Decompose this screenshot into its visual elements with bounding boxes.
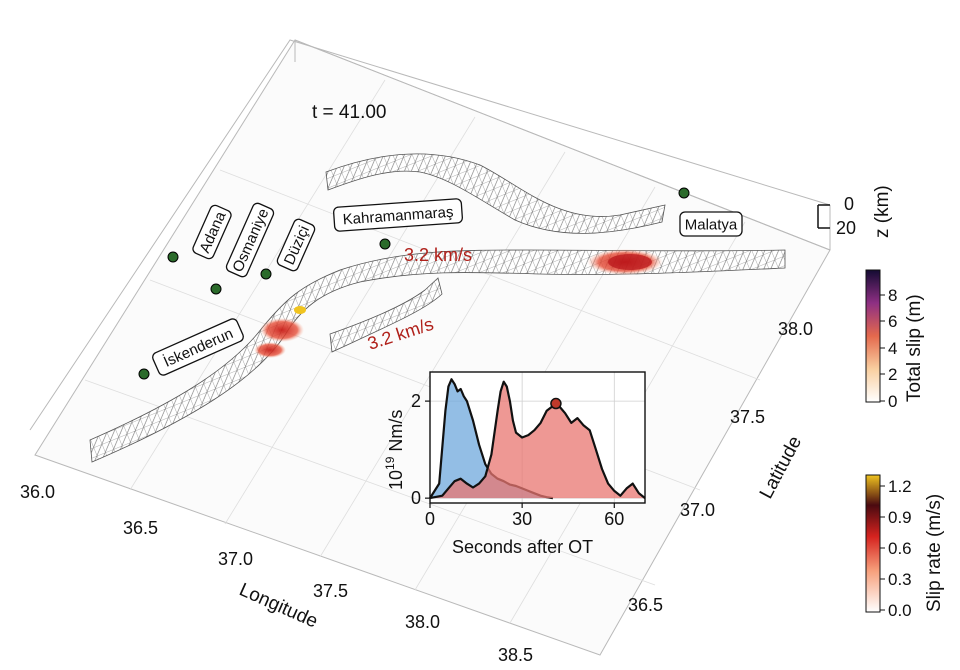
slip-patch-west (260, 318, 304, 342)
slip-rate-title: Slip rate (m/s) (924, 494, 945, 612)
z-axis: 0 20 z (km) (817, 185, 893, 238)
rate-tick-4: 1.2 (888, 477, 912, 496)
inset-ylabel: 1019 Nm/s (383, 410, 406, 490)
z-tick-0: 0 (844, 194, 854, 214)
rupture-speed-label-north: 3.2 km/s (404, 245, 472, 265)
inset-series (429, 378, 646, 500)
colorbar-total-slip: 0 2 4 6 8 Total slip (m) (865, 269, 925, 411)
box-frame (29, 39, 831, 656)
fault-mesh-north (325, 153, 666, 234)
colorbar-slip-rate: 0.0 0.3 0.6 0.9 1.2 Slip rate (m/s) (865, 474, 945, 620)
fault-meshes (89, 153, 786, 463)
slip-tick-0: 0 (888, 392, 897, 411)
lon-tick-1: 36.5 (123, 518, 158, 538)
rate-tick-1: 0.3 (888, 570, 912, 589)
slip-patch-east-core (608, 254, 652, 270)
box-floor (34, 39, 831, 656)
lat-tick-1: 37.0 (680, 500, 715, 520)
inset-ticks: 0 30 60 0 2 (411, 391, 624, 529)
longitude-title: Longitude (236, 579, 321, 632)
lon-tick-4: 38.0 (405, 612, 440, 632)
rate-tick-0: 0.0 (888, 601, 912, 620)
slip-patch-west-core (254, 342, 286, 358)
lon-tick-5: 38.5 (498, 645, 533, 665)
rate-tick-3: 0.9 (888, 508, 912, 527)
colorbar-total-slip-bar (865, 269, 881, 403)
z-axis-title: z (km) (872, 185, 893, 238)
city-label-malatya: Malatya (685, 217, 738, 234)
inset-series-area-1 (430, 381, 645, 499)
slip-tick-3: 6 (888, 312, 897, 331)
lat-tick-3: 38.0 (778, 319, 813, 339)
z-tick-1: 20 (836, 218, 856, 238)
fault-mesh-south (329, 277, 443, 353)
slip-patch-yellow (294, 306, 306, 314)
slip-tick-1: 2 (888, 365, 897, 384)
inset-moment-rate-chart: 0 30 60 0 2 1019 Nm/s Seconds after OT (383, 371, 646, 557)
lat-tick-0: 36.5 (628, 595, 663, 615)
inset-xlabel: Seconds after OT (452, 537, 593, 557)
total-slip-title: Total slip (m) (904, 294, 925, 402)
inset-xtick-label-2: 60 (604, 509, 624, 529)
latitude-title: Latitude (756, 433, 806, 503)
city-dot-malatya (678, 187, 690, 199)
city-dot-adana (167, 251, 179, 263)
colorbar-slip-rate-bar (865, 474, 881, 613)
inset-series-area-0 (430, 379, 553, 499)
city-dot-kahramanmaras (379, 238, 391, 250)
lon-tick-2: 37.0 (218, 549, 253, 569)
slip-tick-4: 8 (888, 286, 897, 305)
inset-ytick-label-0: 0 (411, 488, 421, 508)
inset-xtick-label-1: 30 (512, 509, 532, 529)
city-markers (138, 187, 690, 380)
inset-frame (429, 371, 646, 504)
inset-series-line-1 (429, 380, 646, 500)
lon-tick-3: 37.5 (313, 581, 348, 601)
lon-tick-0: 36.0 (20, 482, 55, 502)
time-label: t = 41.00 (312, 102, 386, 123)
city-dot-iskenderun (138, 368, 150, 380)
rate-tick-2: 0.6 (888, 539, 912, 558)
inset-xtick-label-0: 0 (425, 509, 435, 529)
city-dot-duzici (260, 268, 272, 280)
inset-current-time-marker (550, 397, 562, 410)
box-wall-top (29, 39, 831, 431)
slip-tick-2: 4 (888, 339, 897, 358)
inset-ytick-label-1: 2 (411, 391, 421, 411)
lat-tick-2: 37.5 (730, 407, 765, 427)
city-dot-osmaniye (210, 283, 222, 295)
